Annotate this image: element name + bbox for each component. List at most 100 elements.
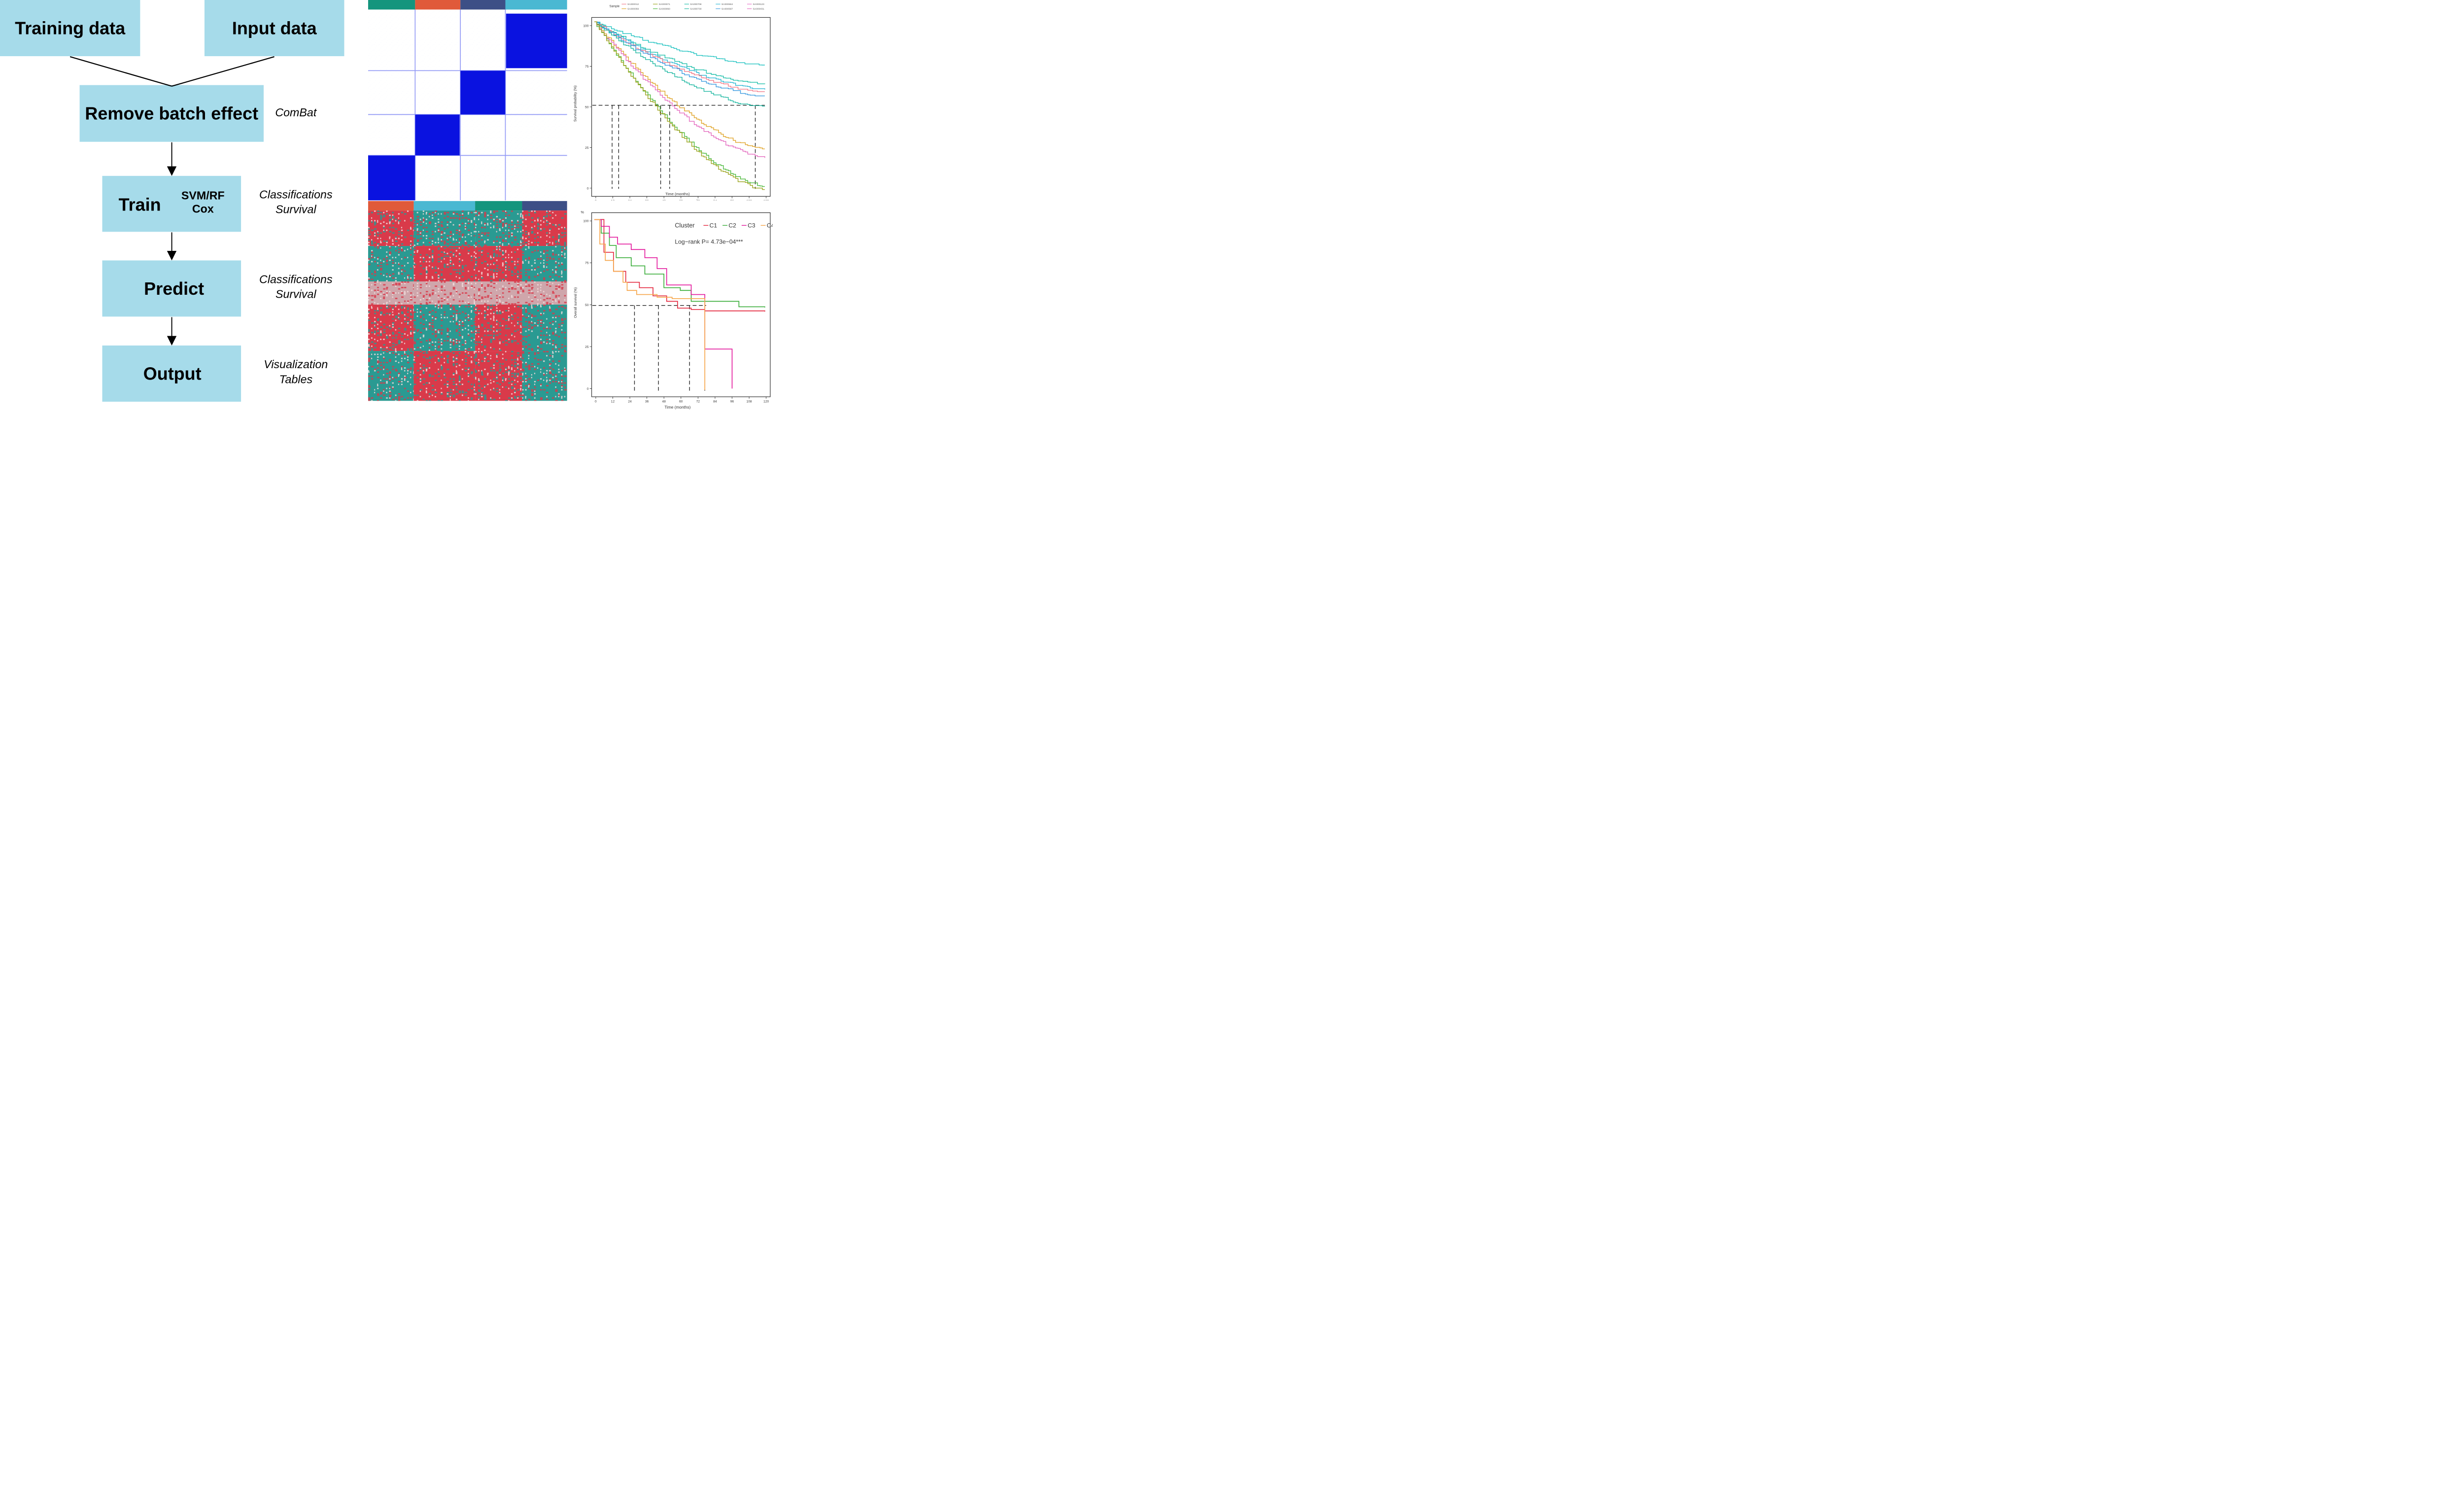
- predict-box: Predict: [102, 260, 241, 317]
- output-box: Output: [102, 346, 241, 402]
- train-note-line2: Survival: [275, 203, 316, 216]
- legend-entry: C1: [710, 222, 718, 229]
- km-top-legend: Sample SA000012 SA000071 SA000708 SA000664 S…: [610, 3, 764, 10]
- km-bot-legend: Cluster C1 C2 C3 C4: [675, 221, 773, 229]
- consensus-bar-4: [505, 0, 567, 10]
- train-box: Train SVM/RF Cox: [102, 175, 241, 232]
- x-tick-label: 36: [645, 400, 649, 404]
- x-tick-label: 120: [763, 400, 769, 404]
- output-label: Output: [143, 363, 202, 384]
- consensus-bar-1: [368, 0, 415, 10]
- train-method-svm-rf: SVM/RF: [181, 189, 225, 202]
- km-top-curve: [594, 21, 765, 84]
- x-tick-label: 24: [628, 200, 632, 201]
- consensus-block-4: [368, 155, 415, 201]
- km-plot-samples: Sample SA000012 SA000071 SA000708 SA000664 S…: [573, 3, 771, 201]
- heatmap-bar-3: [475, 201, 522, 211]
- km-bot-curve-c2: [594, 219, 765, 308]
- merge-line-right: [171, 56, 274, 87]
- km-top-legend-title: Sample: [610, 4, 620, 8]
- x-tick-label: 36: [645, 200, 649, 201]
- x-tick-label: 60: [679, 200, 683, 201]
- y-tick-label: 75: [585, 65, 589, 69]
- km-top-curve: [594, 21, 765, 187]
- km-top-curve: [594, 21, 765, 107]
- remove-batch-label: Remove batch effect: [85, 103, 259, 124]
- km-top-curve: [594, 21, 765, 97]
- legend-entry: SA000123: [753, 3, 764, 6]
- legend-entry: SA000060: [659, 8, 670, 11]
- km-top-frame: [591, 17, 771, 197]
- legend-entry: C3: [748, 222, 755, 229]
- merge-line-left: [69, 56, 172, 87]
- legend-entry: SA000431: [753, 8, 764, 11]
- x-tick-label: 24: [628, 400, 632, 404]
- x-tick-label: 48: [662, 400, 666, 404]
- train-method-cox: Cox: [192, 202, 214, 215]
- output-note-line1: Visualization: [264, 358, 328, 371]
- heatmap-band: [368, 210, 567, 246]
- km-top-ylabel: Survival probability (%): [573, 85, 578, 122]
- legend-entry: C4: [767, 222, 773, 229]
- training-data-box: Training data: [0, 0, 140, 56]
- y-tick-label: 100: [583, 24, 588, 28]
- x-tick-label: 108: [747, 200, 752, 201]
- x-tick-label: 72: [696, 400, 700, 404]
- y-tick-label: 25: [585, 146, 589, 150]
- combat-note: ComBat: [272, 105, 321, 120]
- heatmap-bar-2: [413, 201, 476, 211]
- train-note: Classifications Survival: [248, 187, 343, 217]
- output-note: Visualization Tables: [248, 357, 343, 386]
- km-top-curve: [594, 21, 765, 66]
- x-tick-label: 60: [679, 400, 683, 404]
- km-top-xlabel: Time (months): [665, 192, 690, 196]
- legend-entry: SA000587: [721, 8, 733, 11]
- x-tick-label: 84: [713, 200, 717, 201]
- km-top-curve: [594, 21, 765, 92]
- legend-entry: C2: [728, 222, 736, 229]
- x-tick-label: 108: [747, 400, 752, 404]
- consensus-bar-3: [460, 0, 506, 10]
- heatmap-band: [368, 305, 567, 351]
- train-label: Train: [118, 194, 161, 215]
- flowchart-connectors: [69, 56, 274, 346]
- km-bot-top-label: %: [581, 210, 584, 214]
- consensus-block-2: [460, 70, 506, 115]
- km-bot-ylabel: Overall survival (%): [573, 287, 578, 318]
- heatmap-band: [368, 246, 567, 281]
- remove-batch-box: Remove batch effect: [79, 85, 264, 142]
- predict-label: Predict: [144, 278, 205, 299]
- output-note-line2: Tables: [279, 373, 313, 386]
- heatmap-bar-4: [522, 201, 567, 211]
- combat-note-text: ComBat: [275, 105, 317, 119]
- input-data-box: Input data: [204, 0, 344, 56]
- train-methods: SVM/RF Cox: [181, 189, 225, 215]
- heatmap-bar-1: [368, 201, 414, 211]
- km-bot-curve-c4: [594, 219, 706, 390]
- predict-note: Classifications Survival: [248, 272, 343, 302]
- km-bot-xlabel: Time (months): [664, 405, 690, 410]
- y-tick-label: 0: [587, 187, 589, 190]
- km-top-curve: [594, 21, 765, 158]
- x-tick-label: 48: [662, 200, 666, 201]
- legend-entry: SA000708: [690, 3, 701, 6]
- predict-note-line2: Survival: [275, 287, 316, 301]
- legend-entry: SA000012: [627, 3, 639, 6]
- heatmap-band: [368, 281, 567, 305]
- y-tick-label: 0: [587, 387, 589, 391]
- x-tick-label: 96: [730, 400, 734, 404]
- train-note-line1: Classifications: [259, 188, 333, 201]
- y-tick-label: 25: [585, 346, 589, 349]
- training-data-label: Training data: [15, 18, 126, 38]
- legend-entry: SA000059: [627, 8, 639, 11]
- km-bot-curve-c1: [594, 219, 765, 312]
- heatmap-cells: [368, 210, 567, 401]
- input-data-label: Input data: [232, 18, 317, 38]
- consensus-block-3: [415, 114, 460, 156]
- y-tick-label: 75: [585, 262, 589, 265]
- km-bot-frame: [591, 212, 771, 397]
- km-bot-legend-title: Cluster: [675, 221, 695, 229]
- consensus-bar-2: [415, 0, 461, 10]
- predict-note-line1: Classifications: [259, 273, 333, 286]
- x-tick-label: 96: [730, 200, 734, 201]
